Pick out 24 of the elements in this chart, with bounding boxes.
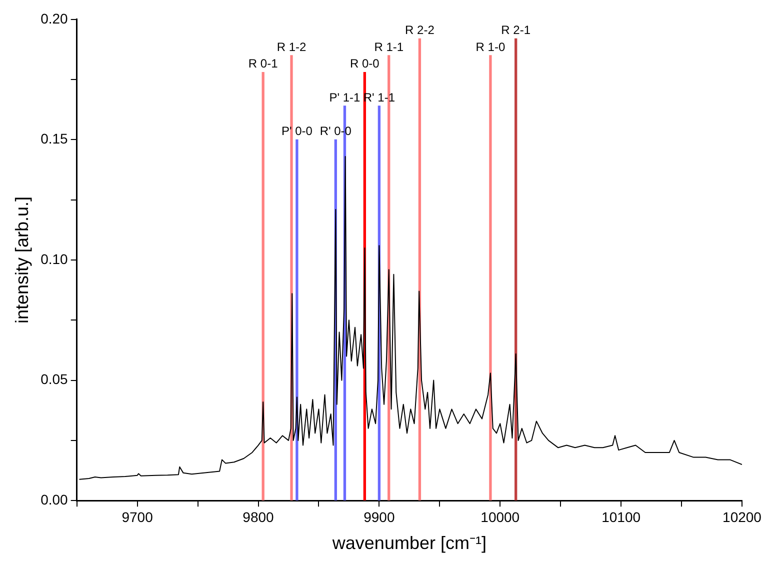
x-axis-title: wavenumber [cm⁻¹] [331,533,486,554]
bar [296,139,298,500]
y-tick-label: 0.05 [40,371,68,388]
x-tick-label: 10200 [722,508,762,525]
y-tick-label: 0.10 [40,250,68,267]
x-tick-label: 10100 [602,508,641,525]
data-label: R 1-0 [476,40,506,54]
x-tick-label: 10000 [480,508,520,525]
data-label: P' 0-0 [281,124,313,138]
data-label: R 1-1 [374,40,404,54]
x-tick-label: 9800 [242,508,274,525]
data-label: R 2-2 [405,22,435,37]
y-tick-label: 0.20 [40,10,68,26]
data-label: R 2-1 [501,22,531,37]
data-label: R 0-0 [350,56,380,71]
data-label: R 0-1 [248,56,278,71]
data-label: R 1-2 [276,40,307,54]
x-tick-label: 9700 [122,508,154,525]
data-label: P' 1-1 [329,90,361,104]
y-axis-title: intensity [arb.u.] [12,196,32,324]
y-tick-label: 0.15 [40,130,68,147]
y-tick-label: 0.00 [40,491,68,508]
bar [489,55,492,500]
x-tick-label: 9900 [364,508,395,525]
